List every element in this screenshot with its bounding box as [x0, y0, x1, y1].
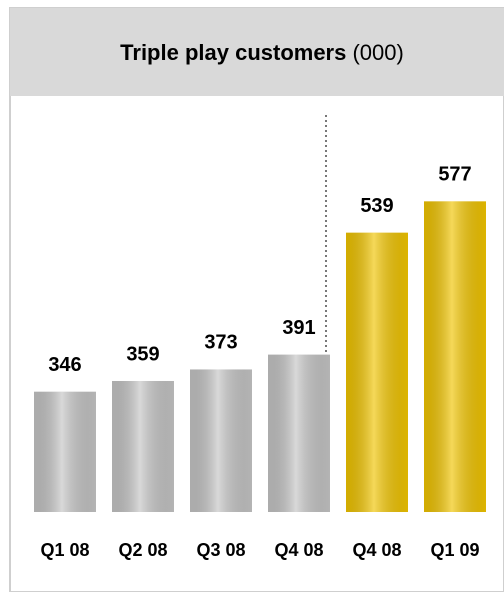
- x-tick-label: Q2 08: [118, 540, 167, 560]
- value-label: 539: [360, 195, 393, 217]
- bar-shine: [112, 380, 174, 512]
- chart-title: Triple play customers (000): [120, 40, 404, 65]
- bar-shine: [190, 369, 252, 512]
- bar-shine: [268, 354, 330, 512]
- value-label: 391: [282, 317, 315, 339]
- value-label: 359: [126, 343, 159, 365]
- value-label: 577: [438, 164, 471, 186]
- x-tick-label: Q1 08: [40, 540, 89, 560]
- title-main: Triple play customers: [120, 40, 346, 65]
- value-label: 346: [48, 354, 81, 376]
- x-tick-label: Q4 08: [274, 540, 323, 560]
- x-tick-label: Q4 08: [352, 540, 401, 560]
- x-tick-label: Q1 09: [430, 540, 479, 560]
- value-label: 373: [204, 332, 237, 354]
- x-tick-label: Q3 08: [196, 540, 245, 560]
- title-band: [10, 8, 504, 96]
- bar-shine: [424, 201, 486, 513]
- title-unit: (000): [352, 40, 403, 65]
- bar-shine: [34, 391, 96, 512]
- bar-shine: [346, 232, 408, 512]
